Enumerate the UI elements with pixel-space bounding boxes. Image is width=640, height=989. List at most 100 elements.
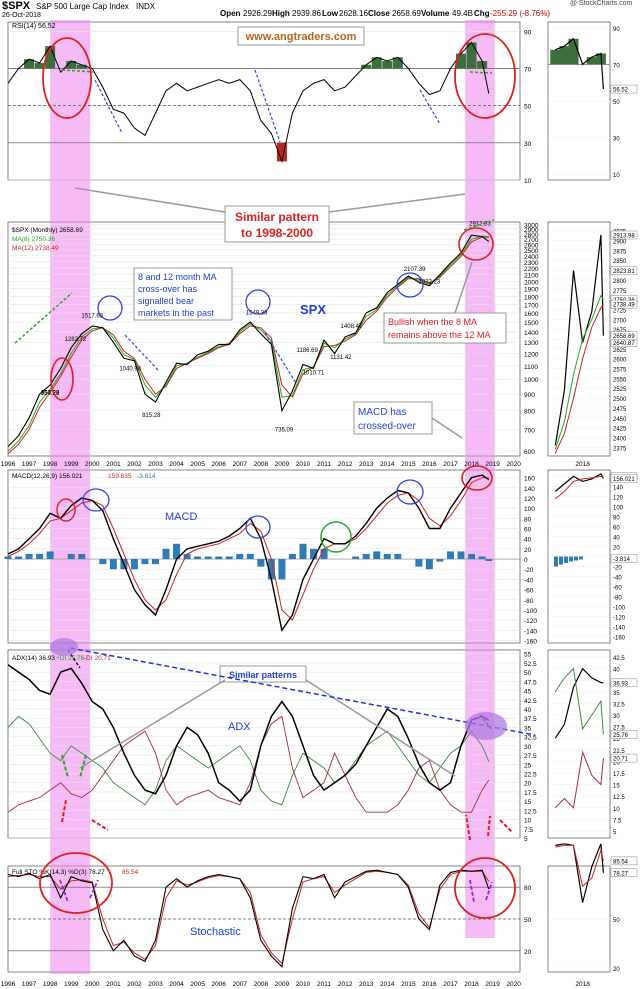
detail-y-tick-label: 32.5	[613, 702, 625, 708]
detail-y-tick-label: 10	[613, 807, 620, 813]
y-tick-label: 12.5	[524, 808, 537, 815]
detail-y-tick-label: 2550	[613, 377, 627, 383]
x-tick-label: 2011	[317, 461, 331, 468]
ma-crossover-line1: 8 and 12 month MA	[138, 272, 217, 282]
macd-legend-0: MACD(12,26,9) 156.021	[12, 473, 83, 480]
y-tick-label: 2800	[524, 232, 539, 239]
macd-histogram-bar	[373, 551, 381, 560]
ma-crossover-line3: signalled bear	[138, 296, 194, 306]
ohlc-chg-label: Chg	[474, 9, 490, 18]
detail-y-tick-label: 7.5	[613, 818, 622, 824]
y-tick-label: 700	[524, 427, 535, 434]
y-tick-label: 1300	[524, 340, 539, 347]
detail-y-tick-label: -80	[613, 596, 622, 602]
detail-y-tick-label: 17.5	[613, 772, 625, 778]
x-tick-label: 2013	[359, 981, 374, 988]
macd-histogram-bar	[151, 559, 159, 565]
y-tick-label: -60	[524, 588, 534, 595]
detail-value-tag	[610, 753, 638, 763]
x-tick-label: 2009	[275, 461, 290, 468]
detail-y-tick-label: 40	[613, 535, 620, 541]
ma-crossover-line4: markets in the past	[138, 308, 215, 318]
adx-blob-right	[465, 712, 507, 740]
sto-arrow-2	[89, 879, 99, 899]
y-tick-label: 7.5	[524, 827, 533, 834]
detail-value-label: 2913.98	[613, 234, 635, 240]
detail-y-tick-label: 2725	[613, 308, 627, 314]
y-tick-label: 80	[524, 885, 532, 892]
chart-header: $SPX S&P 500 Large Cap Index INDX 26-Oct…	[0, 0, 640, 19]
detail-y-tick-label: -120	[613, 616, 626, 622]
macd-histogram-bar	[67, 553, 75, 560]
x-tick-label: 1999	[64, 461, 79, 468]
y-tick-label: 30	[524, 141, 532, 148]
detail-y-tick-label: 50	[613, 918, 620, 924]
ohlc-volume: 49.4B	[452, 9, 473, 18]
x-tick-label: 1997	[22, 981, 37, 988]
x-tick-label: 2016	[422, 461, 437, 468]
bullish-line1: Bullish when the 8 MA	[388, 317, 477, 327]
macd-histogram-bar	[362, 553, 370, 560]
ohlc-open-label: Open	[220, 9, 241, 18]
y-tick-label: 140	[524, 486, 535, 493]
detail-y-tick-label: 42.5	[613, 656, 625, 662]
y-tick-label: 20	[524, 547, 532, 554]
spx-arrow-2	[124, 334, 159, 371]
highlight-band-1998	[50, 20, 91, 974]
x-tick-label: 2015	[401, 461, 416, 468]
y-tick-label: 100	[524, 506, 535, 513]
y-tick-label: 52.5	[524, 661, 537, 668]
y-tick-label: 1500	[524, 320, 539, 327]
y-tick-label: 2900	[524, 227, 539, 234]
macd-histogram-bar	[352, 556, 360, 560]
pointer-similar-left	[79, 679, 226, 769]
x-tick-label: 2004	[169, 981, 184, 988]
y-tick-label: 1800	[524, 294, 539, 301]
detail-y-tick-label: 27.5	[613, 726, 625, 732]
spx-circle-2000	[97, 295, 123, 321]
y-tick-label: 1200	[524, 352, 539, 359]
x-tick-label: 2001	[106, 461, 121, 468]
rsi-arrow-5	[469, 71, 493, 74]
macd-cross-line2: crossed-over	[358, 421, 416, 432]
detail-y-tick-label: 30	[613, 137, 620, 143]
x-tick-label: 2018	[464, 981, 479, 988]
x-tick-label: 2012	[338, 461, 353, 468]
rsi-overbought-fill	[361, 64, 372, 69]
ohlc-close: 2658.69	[392, 9, 421, 18]
detail-y-tick-label: 20	[613, 545, 620, 551]
macd-circle-2007	[245, 515, 271, 539]
y-tick-label: 40	[524, 707, 532, 714]
y-tick-label: 900	[524, 392, 535, 399]
y-tick-label: 1900	[524, 287, 539, 294]
macd-histogram-bar	[468, 553, 476, 560]
macd-cross-box	[353, 401, 433, 435]
macd-histogram-bar	[394, 553, 402, 560]
macd-cross-line1: MACD has	[358, 407, 406, 418]
x-tick-label: 1996	[1, 461, 16, 468]
rsi-overbought-fill	[392, 57, 403, 69]
detail-value-label: 156.021	[613, 477, 635, 483]
sto-arrow-3	[469, 879, 475, 903]
spx-data-label: 1040.94	[119, 367, 141, 373]
detail-y-tick-label: 20	[613, 760, 620, 766]
spx-data-label: 954.29	[41, 391, 60, 397]
pointer-bullish	[454, 261, 473, 314]
y-tick-label: -160	[524, 638, 537, 645]
x-tick-label: 2009	[275, 981, 290, 988]
x-tick-label: 2011	[317, 981, 331, 988]
detail-value-label: 2658.69	[613, 334, 635, 340]
x-tick-label: 2015	[401, 981, 416, 988]
y-tick-label: 120	[524, 496, 535, 503]
detail-y-tick-label: 50	[613, 100, 620, 106]
ohlc-high-label: High	[272, 9, 290, 18]
y-tick-label: 40	[524, 537, 532, 544]
x-tick-label: 2003	[148, 461, 163, 468]
spx-circle-2007	[245, 289, 271, 315]
x-tick-label: 2018	[464, 461, 479, 468]
y-tick-label: -120	[524, 618, 537, 625]
x-tick-label: 2008	[254, 461, 269, 468]
x-tick-label: 2005	[190, 461, 205, 468]
x-tick-label: 2014	[380, 981, 395, 988]
macd-histogram-bar	[278, 559, 286, 580]
